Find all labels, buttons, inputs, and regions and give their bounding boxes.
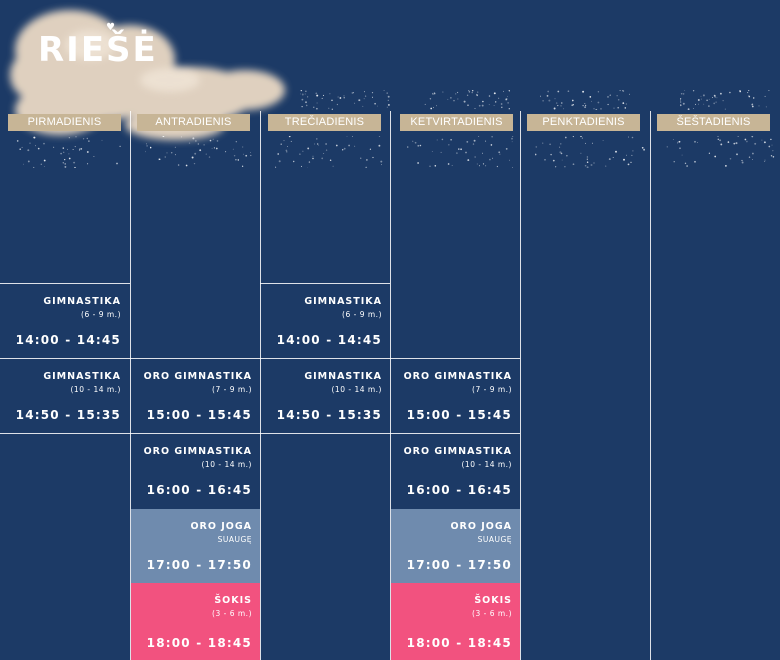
class-name: ORO GIMNASTIKA xyxy=(403,446,512,457)
day-header-friday: PENKTADIENIS xyxy=(527,114,640,131)
day-header-monday: PIRMADIENIS xyxy=(8,114,121,131)
class-time: 17:00 - 17:50 xyxy=(146,558,252,572)
class-block-wednesday-gimnastika-10-14[interactable]: GIMNASTIKA (10 - 14 m.) 14:50 - 15:35 xyxy=(261,359,390,434)
class-name: ORO GIMNASTIKA xyxy=(143,371,252,382)
row-divider xyxy=(0,283,130,284)
day-header-saturday: ŠEŠTADIENIS xyxy=(657,114,770,131)
class-block-tuesday-oro-joga[interactable]: ORO JOGA SUAUGĘ 17:00 - 17:50 xyxy=(131,509,260,583)
class-block-tuesday-oro-gimnastika-7-9[interactable]: ORO GIMNASTIKA (7 - 9 m.) 15:00 - 15:45 xyxy=(131,359,260,434)
class-age: (10 - 14 m.) xyxy=(70,385,121,394)
class-age: (10 - 14 m.) xyxy=(461,460,512,469)
class-age: SUAUGĘ xyxy=(477,535,512,544)
class-name: ORO GIMNASTIKA xyxy=(143,446,252,457)
class-age: (6 - 9 m.) xyxy=(342,310,382,319)
class-time: 15:00 - 15:45 xyxy=(406,408,512,422)
heart-icon: ♥ xyxy=(106,22,115,33)
class-block-tuesday-oro-gimnastika-10-14[interactable]: ORO GIMNASTIKA (10 - 14 m.) 16:00 - 16:4… xyxy=(131,434,260,509)
class-age: SUAUGĘ xyxy=(217,535,252,544)
sparkle-decoration xyxy=(424,90,510,110)
row-divider xyxy=(0,358,520,359)
class-block-monday-gimnastika-10-14[interactable]: GIMNASTIKA (10 - 14 m.) 14:50 - 15:35 xyxy=(0,359,129,434)
sparkle-decoration xyxy=(666,136,775,167)
class-time: 14:00 - 14:45 xyxy=(276,333,382,347)
class-block-thursday-oro-gimnastika-10-14[interactable]: ORO GIMNASTIKA (10 - 14 m.) 16:00 - 16:4… xyxy=(391,434,520,509)
day-header-wednesday: TREČIADIENIS xyxy=(268,114,381,131)
class-name: GIMNASTIKA xyxy=(304,371,382,382)
class-age: (6 - 9 m.) xyxy=(81,310,121,319)
class-name: ORO JOGA xyxy=(450,521,512,532)
class-time: 14:50 - 15:35 xyxy=(276,408,382,422)
class-time: 17:00 - 17:50 xyxy=(406,558,512,572)
column-divider xyxy=(130,111,131,660)
sparkle-decoration xyxy=(535,136,645,168)
day-header-tuesday: ANTRADIENIS xyxy=(137,114,250,131)
class-age: (7 - 9 m.) xyxy=(212,385,252,394)
class-age: (10 - 14 m.) xyxy=(201,460,252,469)
class-name: ŠOKIS xyxy=(474,595,512,606)
sparkle-decoration xyxy=(145,136,252,167)
class-age: (10 - 14 m.) xyxy=(331,385,382,394)
sparkle-decoration xyxy=(406,136,514,168)
class-time: 18:00 - 18:45 xyxy=(146,636,252,650)
sparkle-decoration xyxy=(275,136,383,168)
class-block-thursday-sokis[interactable]: ŠOKIS (3 - 6 m.) 18:00 - 18:45 xyxy=(391,583,520,660)
logo-text: RIEŠĖ xyxy=(38,30,158,70)
class-name: GIMNASTIKA xyxy=(43,296,121,307)
sparkle-decoration xyxy=(680,90,770,110)
class-time: 16:00 - 16:45 xyxy=(406,483,512,497)
class-time: 15:00 - 15:45 xyxy=(146,408,252,422)
class-block-thursday-oro-joga[interactable]: ORO JOGA SUAUGĘ 17:00 - 17:50 xyxy=(391,509,520,583)
day-header-thursday: KETVIRTADIENIS xyxy=(400,114,513,131)
column-divider xyxy=(520,111,521,660)
column-divider xyxy=(260,111,261,660)
class-name: GIMNASTIKA xyxy=(43,371,121,382)
class-name: ŠOKIS xyxy=(214,595,252,606)
class-block-monday-gimnastika-6-9[interactable]: GIMNASTIKA (6 - 9 m.) 14:00 - 14:45 xyxy=(0,284,129,359)
class-time: 14:00 - 14:45 xyxy=(15,333,121,347)
row-divider xyxy=(0,433,520,434)
column-divider xyxy=(390,111,391,660)
class-name: ORO GIMNASTIKA xyxy=(403,371,512,382)
class-age: (7 - 9 m.) xyxy=(472,385,512,394)
class-time: 18:00 - 18:45 xyxy=(406,636,512,650)
class-block-thursday-oro-gimnastika-7-9[interactable]: ORO GIMNASTIKA (7 - 9 m.) 15:00 - 15:45 xyxy=(391,359,520,434)
sparkle-decoration xyxy=(16,136,121,168)
class-block-tuesday-sokis[interactable]: ŠOKIS (3 - 6 m.) 18:00 - 18:45 xyxy=(131,583,260,660)
class-time: 16:00 - 16:45 xyxy=(146,483,252,497)
class-age: (3 - 6 m.) xyxy=(472,609,512,618)
row-divider xyxy=(260,283,390,284)
class-name: GIMNASTIKA xyxy=(304,296,382,307)
class-time: 14:50 - 15:35 xyxy=(15,408,121,422)
column-divider xyxy=(650,111,651,660)
class-block-wednesday-gimnastika-6-9[interactable]: GIMNASTIKA (6 - 9 m.) 14:00 - 14:45 xyxy=(261,284,390,359)
sparkle-decoration xyxy=(300,90,390,110)
sparkle-decoration xyxy=(540,90,630,110)
class-age: (3 - 6 m.) xyxy=(212,609,252,618)
class-name: ORO JOGA xyxy=(190,521,252,532)
